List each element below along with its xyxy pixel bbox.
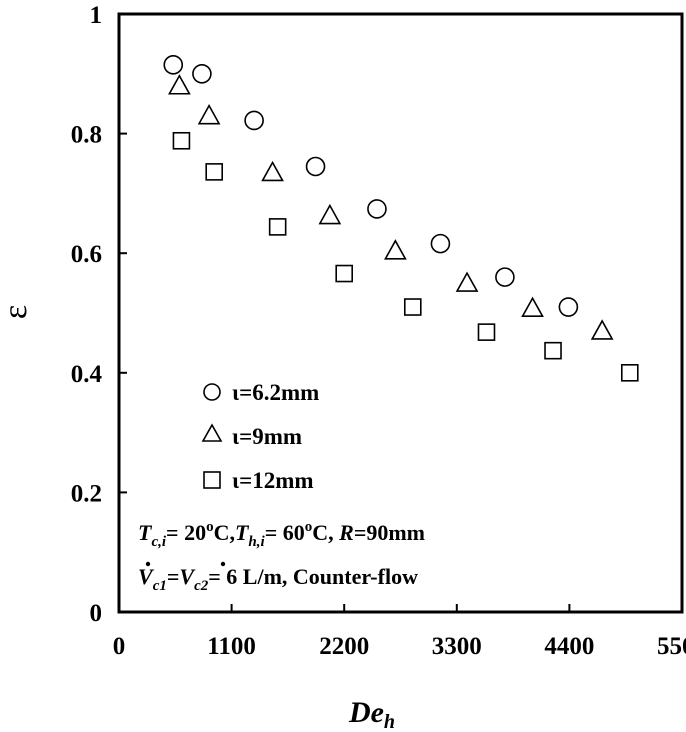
- r-symbol: R: [338, 520, 354, 545]
- legend-item-circle: ι=6.2mm: [203, 380, 319, 405]
- y-tick-label: 0: [90, 600, 103, 627]
- t-ci-value: = 20: [166, 520, 206, 545]
- y-axis-ticks: 0 0.2 0.4 0.6 0.8 1: [71, 2, 127, 627]
- data-point-triangle: [521, 296, 544, 318]
- r-value: =90mm: [354, 520, 425, 545]
- v-c1-dot: [145, 561, 151, 567]
- data-point-circle: [430, 233, 451, 254]
- x-tick-label: 2200: [319, 633, 369, 660]
- t-hi-degree: o: [305, 519, 313, 535]
- data-point-triangle: [318, 203, 342, 225]
- data-markers: [163, 55, 639, 382]
- data-point-circle: [305, 156, 326, 177]
- data-point-square: [544, 341, 562, 360]
- legend-label-triangle: ι=9mm: [232, 424, 302, 449]
- t-ci-degree: o: [206, 519, 214, 535]
- data-point-circle: [244, 110, 264, 131]
- y-tick-label: 0.4: [71, 361, 103, 388]
- legend-square-marker: [203, 471, 221, 489]
- data-point-triangle: [261, 160, 284, 182]
- data-point-circle: [495, 267, 515, 287]
- t-hi-subscript: h,i: [248, 534, 265, 550]
- v-c2-subscript: c2: [194, 578, 209, 594]
- legend-triangle-marker: [201, 423, 223, 442]
- y-tick-label: 0.6: [71, 241, 102, 268]
- data-point-square: [268, 218, 287, 236]
- v-c1-symbol: V: [138, 564, 155, 589]
- legend-item-square: ι=12mm: [203, 468, 314, 493]
- legend-label-circle: ι=6.2mm: [232, 380, 319, 405]
- t-hi-unit: C,: [312, 520, 339, 545]
- data-point-square: [620, 363, 639, 382]
- t-ci-symbol: T: [138, 520, 153, 545]
- data-point-circle: [367, 199, 387, 219]
- data-point-circle: [558, 297, 579, 317]
- v-c2-symbol: V: [179, 564, 196, 589]
- data-point-square: [477, 323, 496, 341]
- data-point-triangle: [590, 319, 614, 340]
- x-tick-label: 3300: [432, 633, 482, 660]
- legend-circle-marker: [203, 383, 221, 401]
- x-axis-label-main: De: [348, 696, 384, 729]
- t-hi-value: = 60: [265, 520, 305, 545]
- x-axis-label: Deh: [348, 696, 395, 732]
- data-point-square: [205, 163, 223, 181]
- x-tick-label: 4400: [544, 633, 594, 660]
- x-tick-label: 1100: [207, 633, 256, 660]
- v-equals: =: [167, 564, 180, 589]
- v-c2-dot: [220, 561, 226, 567]
- t-ci-unit: C,: [214, 520, 235, 545]
- data-point-circle: [163, 55, 184, 75]
- plot-area-frame: [117, 12, 684, 614]
- data-point-square: [403, 298, 422, 316]
- data-point-triangle: [197, 104, 221, 125]
- y-axis-label: ε: [0, 305, 34, 319]
- t-hi-symbol: T: [235, 520, 250, 545]
- data-point-triangle: [168, 74, 191, 95]
- data-point-triangle: [455, 271, 479, 292]
- y-tick-label: 1: [90, 2, 103, 29]
- annotation-conditions: Tc,i= 20oC,Th,i= 60oC, R=90mm: [138, 519, 425, 550]
- y-tick-label: 0.8: [71, 122, 102, 149]
- data-point-square: [172, 131, 191, 150]
- annotation-flow: Vc1=Vc2= 6 L/m, Counter-flow: [138, 564, 418, 594]
- t-ci-subscript: c,i: [151, 534, 166, 550]
- data-point-triangle: [384, 239, 407, 260]
- x-tick-label: 0: [113, 633, 126, 660]
- v-c1-subscript: c1: [153, 578, 167, 594]
- legend-item-triangle: ι=9mm: [201, 423, 302, 449]
- legend: ι=6.2mm ι=9mm ι=12mm: [201, 380, 319, 493]
- y-tick-label: 0.2: [71, 480, 102, 507]
- data-point-square: [335, 264, 354, 283]
- x-axis-label-sub: h: [384, 711, 395, 732]
- legend-label-square: ι=12mm: [232, 468, 314, 493]
- v-rest: = 6 L/m, Counter-flow: [208, 564, 418, 589]
- data-point-circle: [192, 64, 212, 84]
